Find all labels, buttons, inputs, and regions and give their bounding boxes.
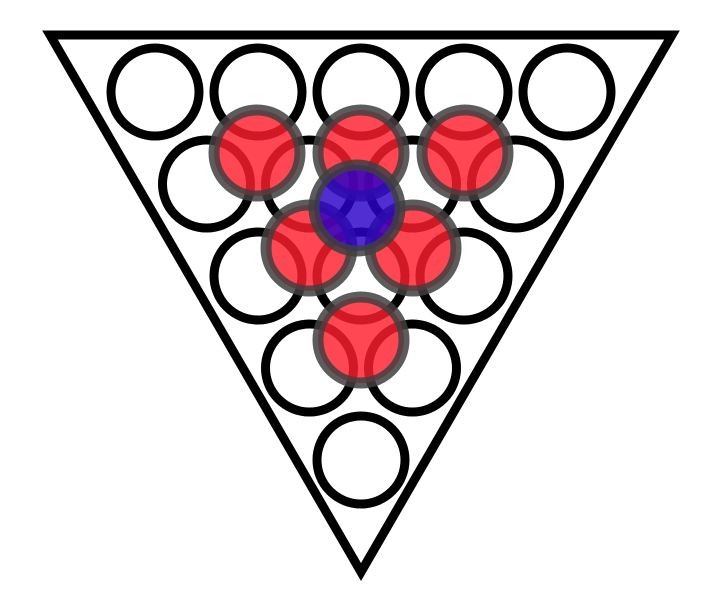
red-circle (312, 291, 410, 389)
blue-center-circle (308, 159, 406, 257)
packed-circle (518, 43, 616, 141)
red-circle (208, 104, 306, 202)
triangle-frame (42, 30, 680, 581)
red-circle (416, 104, 514, 202)
packed-circle (312, 411, 410, 509)
highlighted-circles-group (208, 104, 514, 389)
packed-circle (106, 43, 204, 141)
